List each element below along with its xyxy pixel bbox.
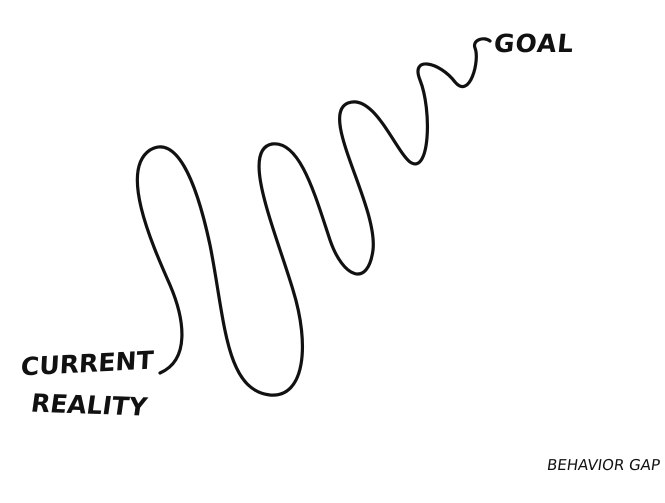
goal-label: Goal [493, 31, 576, 56]
reality-label-line2: Reality [28, 383, 154, 429]
current-label-line1: Current [20, 340, 155, 389]
current-reality-label: Current Reality [18, 340, 155, 431]
signature-text: Behavior Gap [546, 458, 661, 473]
winding-path-line [137, 39, 490, 395]
